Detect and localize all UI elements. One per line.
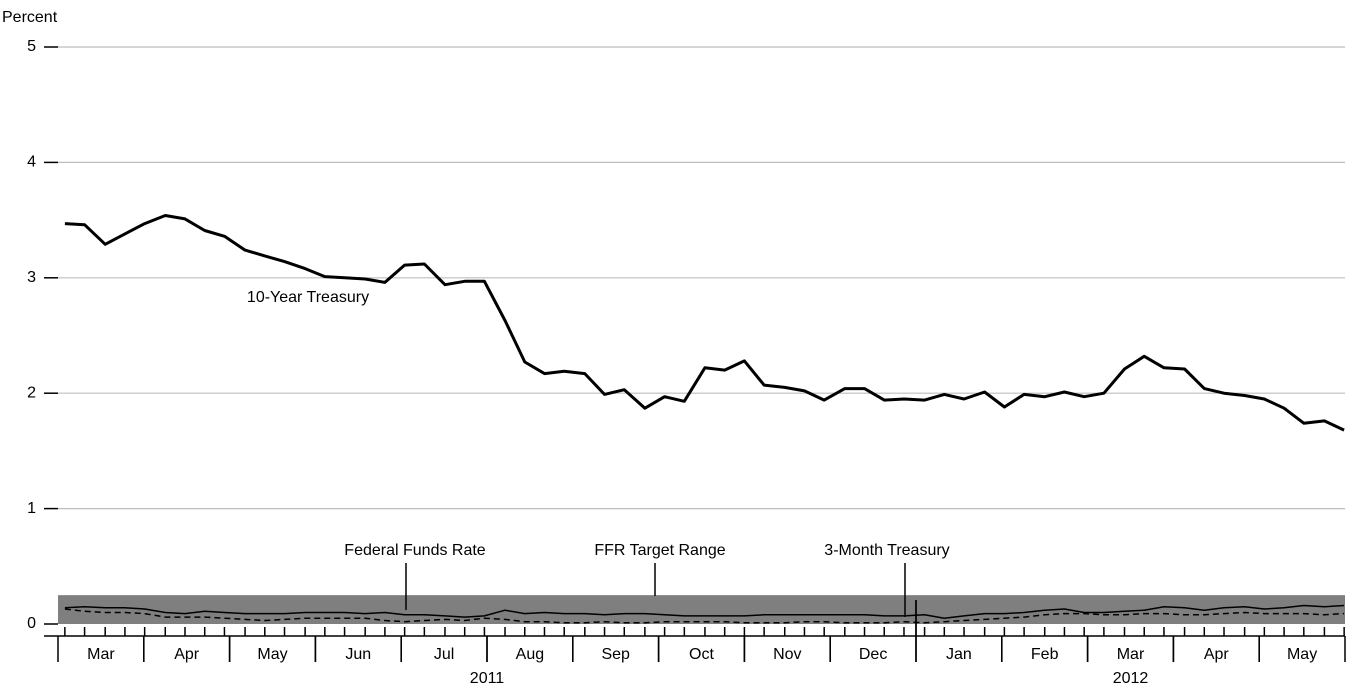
y-axis-label: Percent <box>2 9 58 26</box>
x-tick-label: Dec <box>859 646 887 663</box>
year-label: 2011 <box>470 670 505 687</box>
y-tick-label: 5 <box>27 38 36 55</box>
x-tick-label: May <box>1287 646 1317 663</box>
x-tick-label: Aug <box>516 646 544 663</box>
x-tick-label: Mar <box>1117 646 1145 663</box>
x-tick-label: Jan <box>946 646 972 663</box>
line-series <box>64 608 1345 624</box>
y-tick-label: 0 <box>27 615 36 632</box>
series-label: Federal Funds Rate <box>344 542 486 559</box>
x-tick-label: Apr <box>1204 646 1230 663</box>
x-tick-label: Oct <box>689 646 714 663</box>
line-series <box>64 604 1345 619</box>
line-series <box>64 214 1345 432</box>
x-tick-label: May <box>257 646 287 663</box>
y-tick-label: 2 <box>27 384 36 401</box>
x-tick-label: Jul <box>434 646 454 663</box>
x-tick-label: Sep <box>601 646 630 663</box>
x-tick-label: Feb <box>1031 646 1059 663</box>
x-tick-label: Mar <box>87 646 115 663</box>
year-label: 2012 <box>1113 670 1149 687</box>
x-tick-label: Nov <box>773 646 801 663</box>
series-label: 3-Month Treasury <box>824 542 949 559</box>
target-range-label: FFR Target Range <box>594 542 725 559</box>
x-tick-label: Apr <box>174 646 200 663</box>
x-tick-label: Jun <box>345 646 371 663</box>
series-label: 10-Year Treasury <box>247 289 369 306</box>
y-tick-label: 4 <box>27 154 36 171</box>
target-range <box>58 595 1345 624</box>
y-tick-label: 1 <box>27 500 36 517</box>
y-tick-label: 3 <box>27 269 36 286</box>
